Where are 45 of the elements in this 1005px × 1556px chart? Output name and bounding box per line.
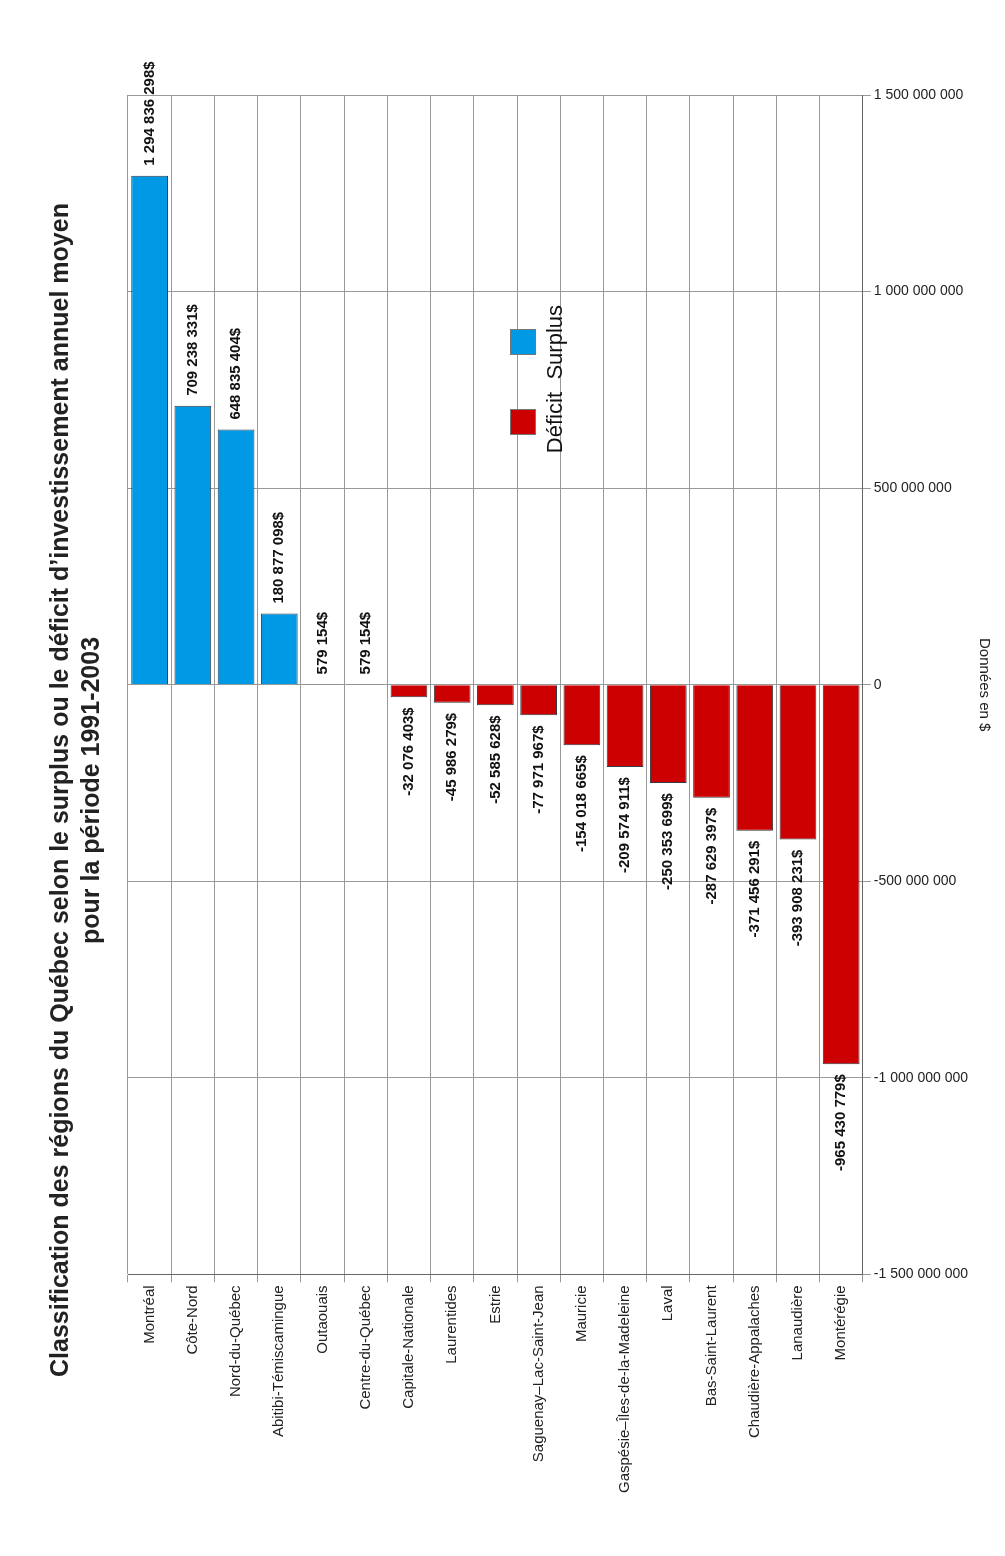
x-tick-label: Saguenay–Lac-Saint-Jean	[528, 1285, 546, 1463]
legend-label: Déficit	[542, 391, 569, 453]
y-tick-label: -1 500 000 000	[873, 1265, 969, 1282]
y-tick-label: 0	[873, 675, 882, 692]
y-axis-title: Données en $	[976, 637, 994, 733]
x-tick-label: Bas-Saint-Laurent	[701, 1284, 719, 1407]
data-label: -77 971 967$	[528, 724, 546, 814]
x-tick-label: Gaspésie–Îles-de-la-Madeleine	[615, 1285, 633, 1494]
x-tick-label: Laurentides	[442, 1285, 460, 1364]
data-label: -250 353 699$	[658, 792, 676, 890]
x-tick-label: Montréal	[139, 1285, 157, 1344]
legend-label: Surplus	[542, 305, 569, 380]
y-tick-label: 1 500 000 000	[873, 85, 964, 102]
x-tick-label: Abitibi-Témiscamingue	[269, 1285, 287, 1438]
data-label: -371 456 291$	[744, 840, 762, 938]
y-tick-label: 1 000 000 000	[873, 282, 964, 299]
x-tick-label: Outaouais	[312, 1285, 330, 1354]
data-label: 648 835 404$	[226, 327, 244, 420]
y-tick-label: -1 000 000 000	[873, 1068, 969, 1085]
x-tick-label: Centre-du-Québec	[355, 1284, 373, 1410]
x-tick-label: Chaudière-Appalaches	[744, 1285, 762, 1438]
y-tick-label: 500 000 000	[873, 478, 952, 495]
data-label: -154 018 665$	[571, 754, 589, 853]
data-label: -393 908 231$	[788, 848, 806, 947]
data-label: 709 238 331$	[182, 303, 200, 396]
x-tick-label: Lanaudière	[788, 1285, 806, 1361]
x-tick-label: Côte-Nord	[182, 1285, 200, 1355]
text: Classification des régions du Québec selon le surplus ou le déficit d’investissement annuel moyen pour la période 1991-2003	[44, 202, 105, 1379]
x-tick-label: Capitale-Nationale	[399, 1285, 417, 1409]
x-tick-label: Laval	[658, 1285, 676, 1322]
x-tick-label: Mauricie	[571, 1285, 589, 1343]
data-label: -32 076 403$	[399, 706, 417, 796]
data-label: 579 154$	[312, 611, 330, 675]
data-label: -965 430 779$	[831, 1073, 849, 1171]
x-tick-label: Nord-du-Québec	[226, 1284, 244, 1398]
data-label: -209 574 911$	[615, 776, 633, 874]
data-label: 1 294 836 298$	[139, 60, 157, 166]
data-label: 180 877 098$	[269, 511, 287, 604]
data-label: 579 154$	[355, 611, 373, 675]
data-label: -287 629 397$	[701, 807, 719, 905]
y-tick-label: -500 000 000	[873, 872, 957, 889]
data-label: -45 986 279$	[442, 712, 460, 802]
x-tick-label: Estrie	[485, 1285, 503, 1324]
x-tick-label: Montérégie	[831, 1285, 849, 1361]
data-label: -52 585 628$	[485, 714, 503, 804]
